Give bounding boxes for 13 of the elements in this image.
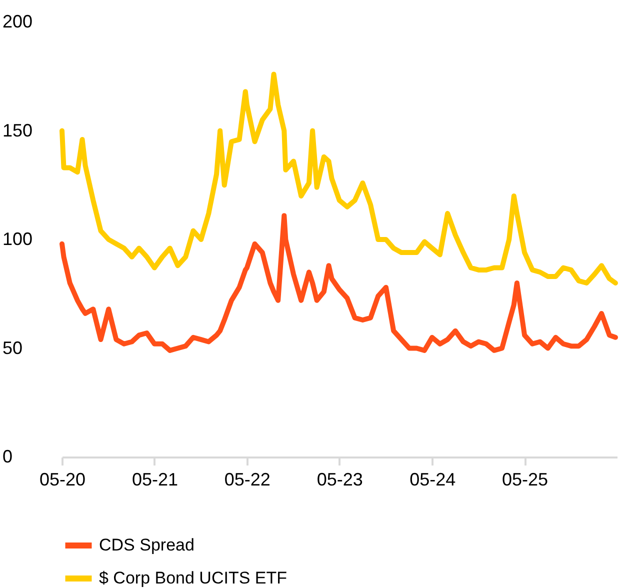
x-tick-label: 05-22 xyxy=(224,470,270,490)
x-tick-label: 05-20 xyxy=(39,470,86,490)
y-tick-label: 200 xyxy=(2,12,33,32)
y-tick-label: 0 xyxy=(2,446,13,466)
legend-label: CDS Spread xyxy=(99,536,194,554)
x-tick-label: 05-21 xyxy=(132,470,178,490)
legend-label: $ Corp Bond UCITS ETF xyxy=(99,568,288,588)
x-tick-label: 05-23 xyxy=(316,470,363,490)
y-tick-label: 150 xyxy=(2,120,33,140)
x-tick-label: 05-25 xyxy=(502,470,548,490)
y-tick-label: 50 xyxy=(2,338,23,358)
y-tick-label: 100 xyxy=(2,229,33,249)
x-tick-label: 05-24 xyxy=(410,470,456,490)
